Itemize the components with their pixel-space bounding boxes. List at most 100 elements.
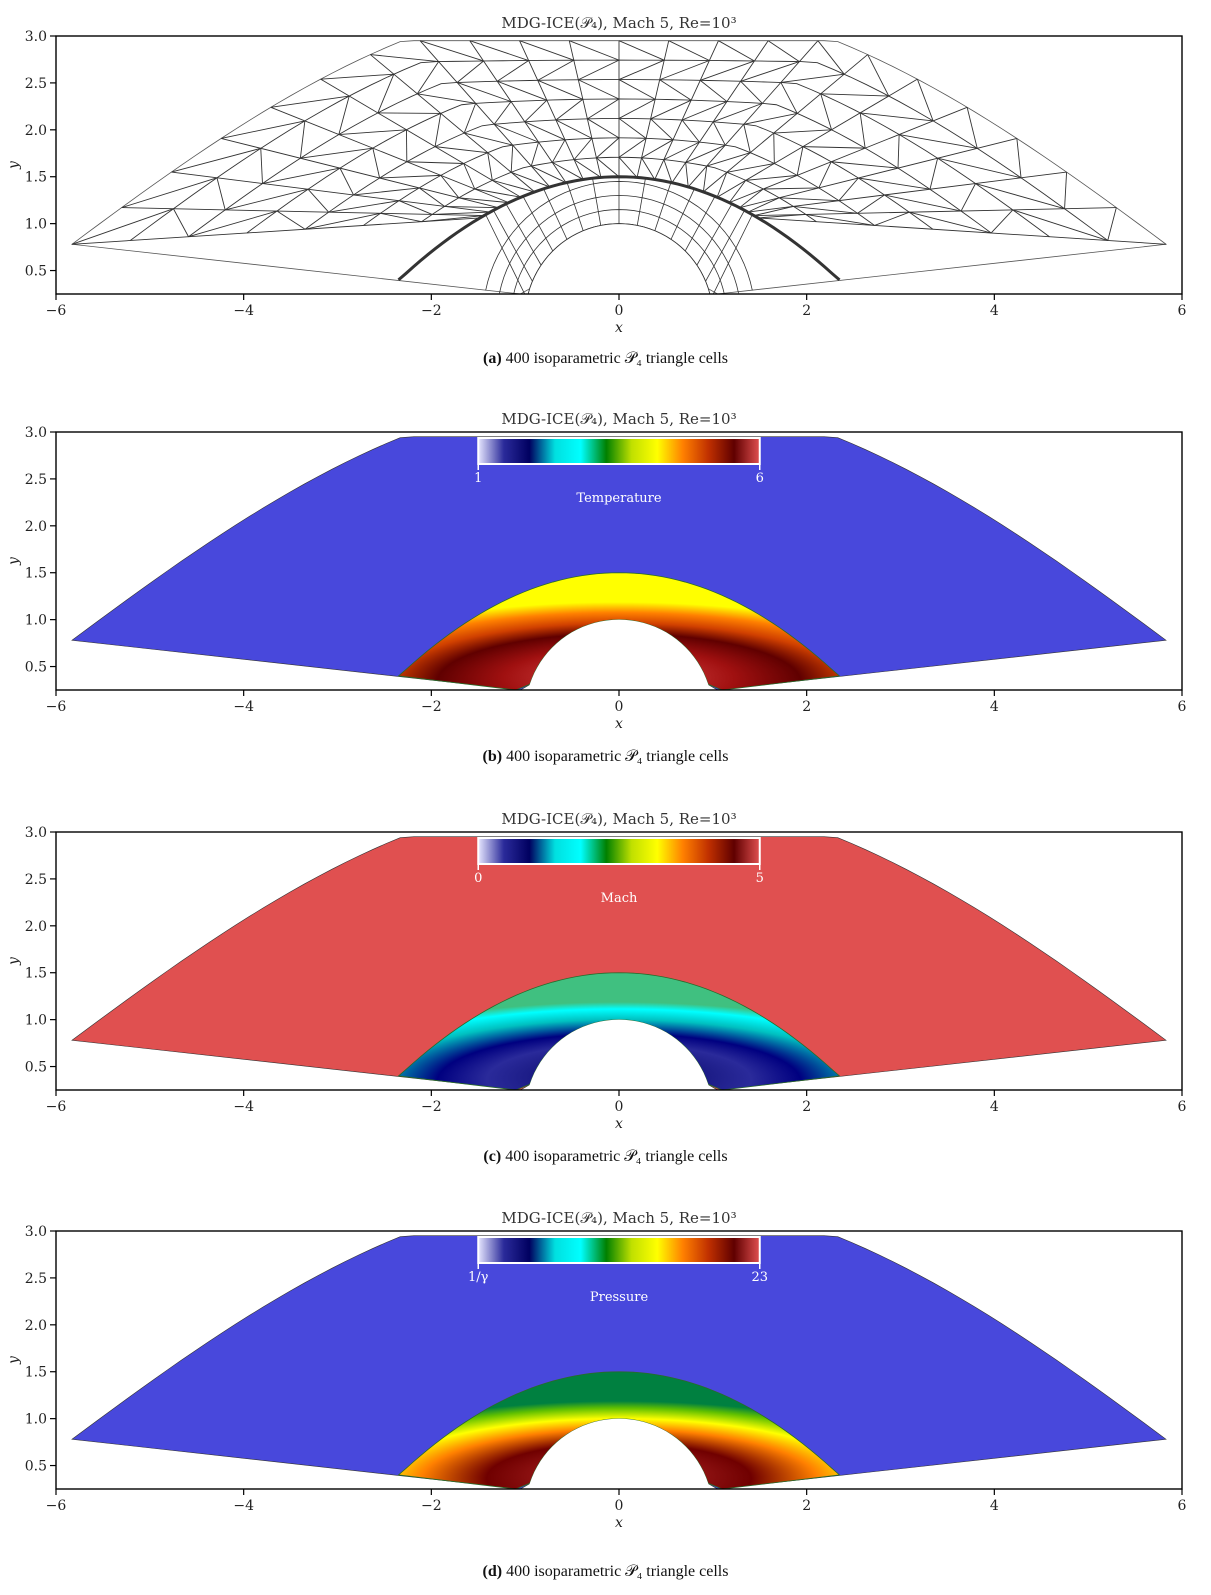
mesh-edge	[596, 137, 620, 159]
caption-label: (d)	[482, 1563, 503, 1580]
mesh-edge	[432, 211, 491, 215]
caption-label: (c)	[483, 1148, 502, 1165]
mesh-edge	[780, 82, 798, 114]
mesh-edge	[699, 79, 728, 102]
mesh-edge	[262, 167, 341, 184]
mesh-edge	[524, 121, 566, 141]
mesh-edge	[592, 178, 602, 226]
mesh-edge	[221, 120, 305, 139]
mesh-edge	[417, 93, 476, 104]
mesh-edge	[838, 177, 859, 201]
x-tick-label: −6	[46, 699, 67, 715]
mesh-edge	[216, 177, 226, 210]
mesh-edge	[573, 159, 602, 178]
colorbar-min-label: 0	[474, 871, 482, 886]
mesh-edge	[779, 197, 839, 202]
y-tick-label: 0.5	[25, 1060, 47, 1076]
mesh-edge	[497, 80, 547, 101]
mesh-edge	[421, 215, 484, 223]
mesh-edge	[618, 98, 656, 119]
x-tick-label: 0	[615, 303, 624, 319]
mesh-edge	[747, 171, 1067, 213]
mesh-edge	[681, 119, 700, 143]
mesh-edge	[493, 210, 533, 282]
mesh-edge	[805, 214, 875, 226]
x-tick-label: 0	[615, 1099, 624, 1115]
x-axis-label: x	[615, 1116, 623, 1132]
mesh-edge	[578, 59, 620, 81]
mesh-edge	[618, 40, 665, 61]
mesh-edge	[884, 194, 962, 212]
mesh-edge	[773, 133, 775, 164]
mesh-edge	[726, 163, 775, 173]
mesh-edge	[728, 180, 747, 203]
mesh-edge	[718, 40, 755, 62]
mesh-edge	[757, 217, 1167, 245]
mesh-edge	[456, 82, 512, 102]
mesh-edge	[1016, 138, 1022, 178]
mesh-edge	[796, 146, 804, 176]
x-tick-label: 2	[802, 303, 811, 319]
cylinder-body	[525, 223, 713, 294]
mesh-edge	[897, 134, 900, 169]
mesh-edge	[493, 101, 512, 125]
x-tick-label: −4	[233, 303, 254, 319]
mesh-edge	[171, 147, 261, 173]
mesh-edge	[456, 60, 484, 83]
y-axis-label: y	[6, 556, 22, 566]
mesh-edge	[221, 137, 499, 209]
y-tick-label: 3.0	[25, 29, 47, 45]
mesh-edge	[338, 95, 350, 135]
mesh-edge	[899, 134, 978, 149]
mesh-edge	[380, 212, 422, 223]
mesh-edge	[510, 145, 514, 173]
mesh-edge	[820, 93, 889, 97]
mesh-edge	[909, 211, 992, 234]
y-tick-label: 0.5	[25, 1459, 47, 1475]
x-tick-label: −2	[421, 699, 442, 715]
mesh-edge	[299, 120, 306, 159]
mesh-edge	[522, 196, 554, 252]
mesh-edge	[440, 175, 460, 199]
caption-text: 400 isoparametric 𝒫₄ triangle cells	[506, 1563, 729, 1580]
x-tick-label: 2	[802, 1099, 811, 1115]
x-axis-label: x	[615, 716, 623, 732]
x-tick-label: −6	[46, 303, 67, 319]
y-tick-label: 1.5	[25, 170, 47, 186]
mesh-edge	[398, 200, 433, 215]
x-tick-label: 4	[990, 1099, 999, 1115]
mesh-edge	[713, 102, 763, 123]
mesh-edge	[874, 211, 910, 226]
mesh-edge	[937, 157, 1022, 179]
mesh-edge	[747, 197, 780, 213]
x-axis-label: x	[615, 320, 623, 336]
mesh-edge	[320, 73, 394, 80]
mesh-edge	[705, 210, 745, 282]
mesh-edge	[463, 163, 476, 190]
mesh-edge	[377, 74, 395, 114]
mesh-edge	[469, 40, 567, 183]
mesh-edge	[659, 60, 710, 81]
mesh-edge	[444, 205, 499, 209]
caption-c: (c) 400 isoparametric 𝒫₄ triangle cells	[0, 1148, 1211, 1166]
y-tick-label: 2.5	[25, 76, 47, 92]
colorbar-min-label: 1	[474, 471, 482, 486]
mesh-edge	[754, 207, 1117, 217]
mesh-edge	[740, 80, 763, 104]
shock-curve	[397, 175, 841, 282]
mesh-edge	[858, 177, 931, 190]
y-tick-label: 1.0	[25, 613, 47, 629]
mesh-edge	[654, 182, 672, 231]
mesh-edge	[225, 188, 309, 211]
mesh-edge	[270, 106, 509, 204]
y-tick-label: 1.5	[25, 1365, 47, 1381]
mesh-plot: MDG-ICE(𝒫₄), Mach 5, Re=10³ −6 −4 −2 0 2 4 6 0.5…	[6, 14, 1187, 336]
mesh-edge	[305, 212, 381, 230]
mesh-group	[70, 40, 1168, 294]
mesh-edge	[975, 183, 1065, 210]
mesh-edge	[743, 112, 798, 125]
mesh-edge	[1012, 209, 1108, 241]
x-tick-label: 2	[802, 1498, 811, 1514]
x-tick-label: −4	[233, 1498, 254, 1514]
mesh-edge	[702, 165, 708, 192]
